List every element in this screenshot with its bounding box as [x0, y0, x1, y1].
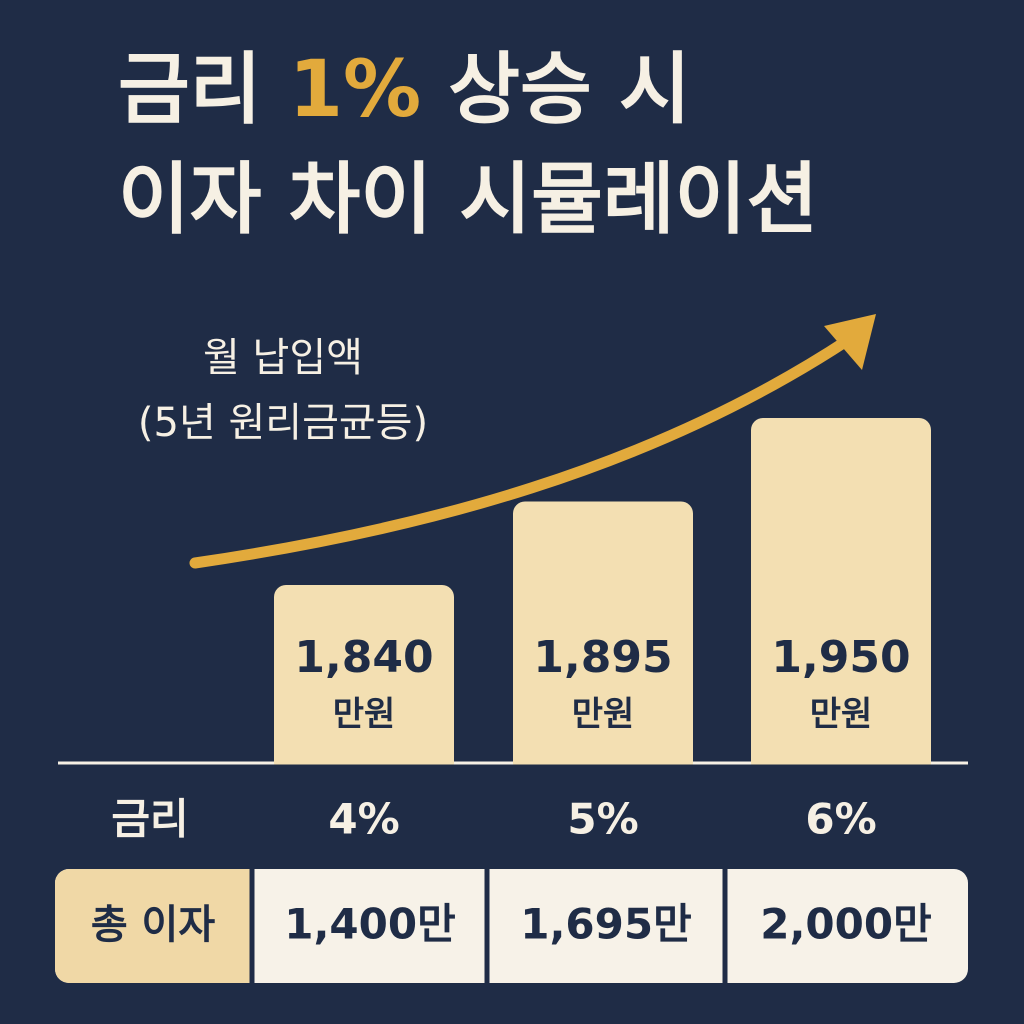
subtitle: 월 납입액 — [203, 335, 363, 381]
x-label: 금리 — [111, 795, 188, 844]
table-cell: 1,695만 — [520, 900, 692, 949]
title-line: 금리 1% 상승 시 — [118, 45, 691, 135]
subtitle: (5년 원리금균등) — [138, 400, 428, 446]
title-part: 상승 시 — [421, 45, 691, 135]
title-part: 1% — [289, 45, 421, 135]
title-part: 금리 — [118, 45, 289, 135]
x-tick-label: 6% — [805, 795, 876, 844]
bar — [751, 418, 931, 775]
table-header-cell — [55, 869, 252, 983]
table-header: 총 이자 — [91, 902, 216, 948]
value-label: 1,950 — [771, 632, 910, 683]
value-label: 1,895 — [533, 632, 672, 683]
table-cell: 2,000만 — [760, 900, 932, 949]
arrow-head — [824, 314, 876, 370]
bar — [513, 501, 693, 775]
x-tick-label: 4% — [328, 795, 399, 844]
bar-foot-mask — [0, 764, 1024, 779]
value-unit: 만원 — [810, 695, 873, 735]
table-row — [55, 869, 968, 983]
title-line: 이자 차이 시뮬레이션 — [118, 155, 818, 245]
bar — [274, 585, 454, 775]
trend-arrow — [189, 334, 854, 569]
value-unit: 만원 — [572, 695, 635, 735]
table-cell: 1,400만 — [284, 900, 456, 949]
value-label: 1,840 — [294, 632, 433, 683]
x-tick-label: 5% — [567, 795, 638, 844]
value-unit: 만원 — [333, 695, 396, 735]
title-part: 이자 차이 시뮬레이션 — [118, 155, 818, 245]
